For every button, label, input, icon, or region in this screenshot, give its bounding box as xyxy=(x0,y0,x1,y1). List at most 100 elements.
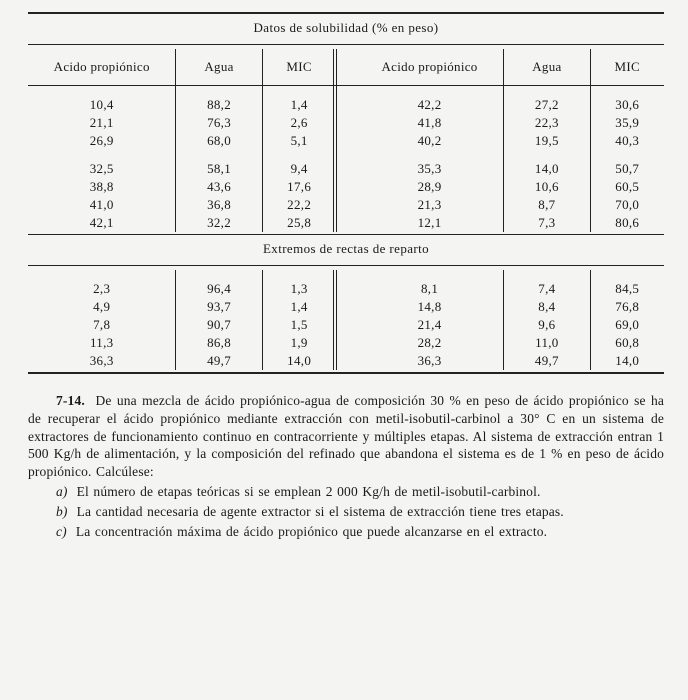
cell-gap xyxy=(336,352,356,370)
rule-under-caption xyxy=(28,44,664,45)
table-row: 11,386,81,928,211,060,8 xyxy=(28,334,664,352)
cell: 4,9 xyxy=(28,298,176,316)
cell-gap xyxy=(336,178,356,196)
cell: 10,6 xyxy=(504,178,590,196)
cell-gap xyxy=(336,298,356,316)
problem-intro-text: De una mezcla de ácido propiónico-agua d… xyxy=(28,393,664,479)
th-agua-r: Agua xyxy=(504,49,590,86)
label-a: a) xyxy=(56,484,68,499)
table-row: 21,176,32,641,822,335,9 xyxy=(28,114,664,132)
cell: 14,8 xyxy=(356,298,504,316)
problem-block: 7-14. De una mezcla de ácido propiónico-… xyxy=(28,392,664,541)
cell: 60,5 xyxy=(590,178,664,196)
table-row: 36,349,714,036,349,714,0 xyxy=(28,352,664,370)
label-c: c) xyxy=(56,524,67,539)
cell: 2,6 xyxy=(262,114,336,132)
cell: 21,3 xyxy=(356,196,504,214)
cell: 12,1 xyxy=(356,214,504,232)
solubility-table: Acido propiónico Agua MIC Acido propióni… xyxy=(28,49,664,232)
cell: 76,3 xyxy=(176,114,262,132)
cell: 27,2 xyxy=(504,96,590,114)
rule-bottom xyxy=(28,372,664,374)
cell-gap xyxy=(336,316,356,334)
cell: 36,3 xyxy=(356,352,504,370)
cell: 10,4 xyxy=(28,96,176,114)
cell: 42,1 xyxy=(28,214,176,232)
cell: 17,6 xyxy=(262,178,336,196)
table-row: 26,968,05,140,219,540,3 xyxy=(28,132,664,150)
cell: 43,6 xyxy=(176,178,262,196)
cell: 96,4 xyxy=(176,280,262,298)
text-c: La concentración máxima de ácido propión… xyxy=(76,524,547,539)
cell: 14,0 xyxy=(590,352,664,370)
cell: 26,9 xyxy=(28,132,176,150)
table1-block2: 32,558,19,435,314,050,738,843,617,628,91… xyxy=(28,160,664,232)
cell: 14,0 xyxy=(262,352,336,370)
cell: 9,6 xyxy=(504,316,590,334)
cell: 35,3 xyxy=(356,160,504,178)
cell: 93,7 xyxy=(176,298,262,316)
cell: 68,0 xyxy=(176,132,262,150)
text-a: El número de etapas teóricas si se emple… xyxy=(77,484,541,499)
table1-header-row: Acido propiónico Agua MIC Acido propióni… xyxy=(28,49,664,86)
cell: 1,4 xyxy=(262,96,336,114)
cell-gap xyxy=(336,114,356,132)
cell: 9,4 xyxy=(262,160,336,178)
cell: 11,0 xyxy=(504,334,590,352)
cell: 8,7 xyxy=(504,196,590,214)
cell-gap xyxy=(336,280,356,298)
cell: 22,2 xyxy=(262,196,336,214)
cell: 1,5 xyxy=(262,316,336,334)
problem-number: 7-14. xyxy=(56,393,85,408)
cell: 21,1 xyxy=(28,114,176,132)
cell: 28,2 xyxy=(356,334,504,352)
cell: 84,5 xyxy=(590,280,664,298)
cell: 90,7 xyxy=(176,316,262,334)
cell-gap xyxy=(336,160,356,178)
cell: 70,0 xyxy=(590,196,664,214)
cell: 35,9 xyxy=(590,114,664,132)
cell: 60,8 xyxy=(590,334,664,352)
th-mic-r: MIC xyxy=(590,49,664,86)
tieline-table: 2,396,41,38,17,484,54,993,71,414,88,476,… xyxy=(28,270,664,370)
table-row: 10,488,21,442,227,230,6 xyxy=(28,96,664,114)
table-row: 7,890,71,521,49,669,0 xyxy=(28,316,664,334)
text-b: La cantidad necesaria de agente extracto… xyxy=(77,504,564,519)
table2-body: 2,396,41,38,17,484,54,993,71,414,88,476,… xyxy=(28,280,664,370)
th-gap xyxy=(336,49,356,86)
cell-gap xyxy=(336,132,356,150)
label-b: b) xyxy=(56,504,68,519)
table1-block1: 10,488,21,442,227,230,621,176,32,641,822… xyxy=(28,96,664,150)
cell: 25,8 xyxy=(262,214,336,232)
cell: 7,4 xyxy=(504,280,590,298)
cell: 86,8 xyxy=(176,334,262,352)
problem-b: b) La cantidad necesaria de agente extra… xyxy=(28,503,664,521)
cell: 49,7 xyxy=(176,352,262,370)
table-row: 38,843,617,628,910,660,5 xyxy=(28,178,664,196)
cell: 8,4 xyxy=(504,298,590,316)
cell: 80,6 xyxy=(590,214,664,232)
table-row: 2,396,41,38,17,484,5 xyxy=(28,280,664,298)
cell: 30,6 xyxy=(590,96,664,114)
cell: 1,9 xyxy=(262,334,336,352)
th-mic-l: MIC xyxy=(262,49,336,86)
cell: 36,8 xyxy=(176,196,262,214)
table-row: 41,036,822,2 21,38,770,0 xyxy=(28,196,664,214)
th-acido-l: Acido propiónico xyxy=(28,49,176,86)
rule-top xyxy=(28,12,664,14)
table1-caption: Datos de solubilidad (% en peso) xyxy=(28,20,664,36)
cell: 76,8 xyxy=(590,298,664,316)
cell: 49,7 xyxy=(504,352,590,370)
cell: 2,3 xyxy=(28,280,176,298)
cell: 58,1 xyxy=(176,160,262,178)
cell: 22,3 xyxy=(504,114,590,132)
cell: 32,5 xyxy=(28,160,176,178)
cell: 28,9 xyxy=(356,178,504,196)
cell-gap xyxy=(336,96,356,114)
th-agua-l: Agua xyxy=(176,49,262,86)
cell: 42,2 xyxy=(356,96,504,114)
cell: 40,3 xyxy=(590,132,664,150)
cell: 41,0 xyxy=(28,196,176,214)
cell: 14,0 xyxy=(504,160,590,178)
cell: 19,5 xyxy=(504,132,590,150)
